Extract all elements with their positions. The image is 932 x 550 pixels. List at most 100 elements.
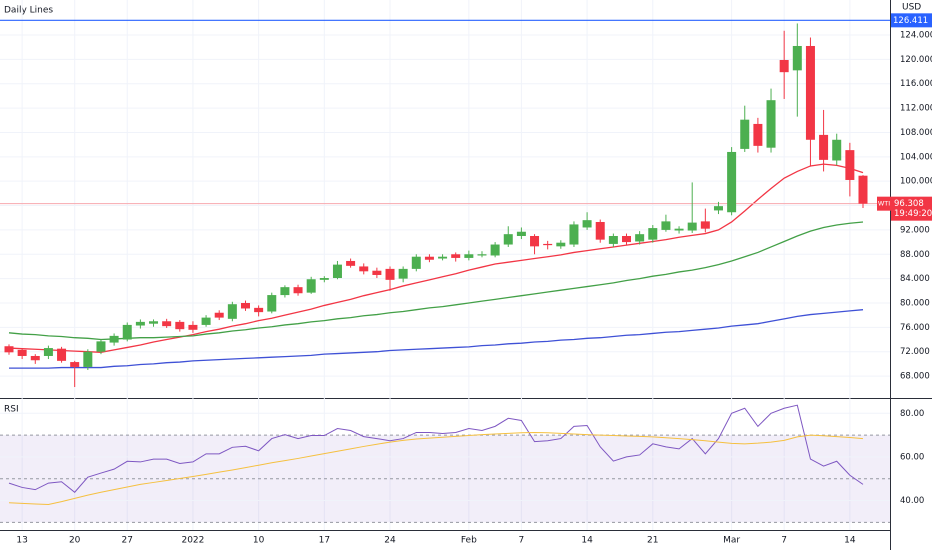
rsi-line xyxy=(8,431,864,505)
candle-body xyxy=(385,268,395,280)
candle-body xyxy=(622,235,632,243)
rsi-title: RSI xyxy=(4,405,19,415)
y-tick-label: 68.000 xyxy=(900,372,930,382)
candle-body xyxy=(832,139,842,161)
candle-body xyxy=(188,324,198,330)
x-tick-label: 20 xyxy=(69,536,81,546)
candle-body xyxy=(792,45,802,71)
y-tick-label: 112.000 xyxy=(900,104,932,114)
moving-average-line xyxy=(8,163,864,353)
candle-body xyxy=(332,264,342,279)
candle-body xyxy=(109,335,119,343)
symbol-tag-label: WTI xyxy=(878,200,890,208)
candle-body xyxy=(556,242,566,247)
y-tick-label: 108.000 xyxy=(900,128,932,138)
x-tick-label: 7 xyxy=(781,536,787,546)
candle-body xyxy=(17,349,27,356)
candle-body xyxy=(240,302,250,309)
candle-body xyxy=(214,312,224,318)
y-tick-label: 104.000 xyxy=(900,152,932,162)
candle-body xyxy=(201,317,211,325)
candle-body xyxy=(687,222,697,231)
candle-body xyxy=(516,231,526,236)
x-tick-label: 14 xyxy=(581,536,593,546)
candle-body xyxy=(319,278,329,280)
x-tick-label: 27 xyxy=(122,536,133,546)
candle-body xyxy=(57,348,67,361)
x-tick-label: 17 xyxy=(319,536,330,546)
candle-body xyxy=(293,287,303,294)
candle-body xyxy=(306,279,316,293)
x-tick-label: 2022 xyxy=(181,536,204,546)
candle-body xyxy=(372,270,382,275)
y-tick-label: 124.000 xyxy=(900,31,932,41)
candle-body xyxy=(727,151,737,213)
candle-body xyxy=(280,287,290,296)
candle-body xyxy=(530,235,540,247)
candle-body xyxy=(661,221,671,230)
candle-body xyxy=(451,254,461,258)
candle-body xyxy=(30,355,40,361)
x-tick-label: 24 xyxy=(384,536,396,546)
candle-body xyxy=(346,260,356,266)
candle-body xyxy=(543,243,553,246)
symbol-tag xyxy=(877,196,891,211)
candle-body xyxy=(464,254,474,258)
y-tick-label: 40.00 xyxy=(900,496,924,506)
candle-body xyxy=(766,100,776,148)
price-tag xyxy=(891,196,932,221)
hline-tag-label: 126.411 xyxy=(893,16,928,26)
y-tick-label: 100.000 xyxy=(900,177,932,187)
candle-body xyxy=(70,362,80,367)
candle-body xyxy=(135,321,145,326)
candle-body xyxy=(149,321,159,324)
candle-body xyxy=(595,221,605,240)
candle-body xyxy=(83,351,93,367)
candle-body xyxy=(359,266,369,272)
x-tick-label: 13 xyxy=(16,536,27,546)
x-tick-label: Feb xyxy=(461,536,477,546)
candle-body xyxy=(608,235,618,244)
x-tick-label: Mar xyxy=(723,536,740,546)
candle-body xyxy=(477,254,487,256)
candle-body xyxy=(503,234,513,245)
candle-body xyxy=(845,150,855,180)
candle-body xyxy=(740,119,750,149)
candle-body xyxy=(700,221,710,229)
candle-body xyxy=(227,304,237,319)
y-tick-label: 92.000 xyxy=(900,225,930,235)
candle-body xyxy=(43,348,53,356)
candle-body xyxy=(569,224,579,245)
hline-tag xyxy=(891,13,932,28)
candle-body xyxy=(582,220,592,228)
candle-body xyxy=(162,321,172,327)
x-tick-label: 10 xyxy=(253,536,265,546)
y-tick-label: 60.00 xyxy=(900,452,924,462)
candle-body xyxy=(411,256,421,269)
price-tag-value: 96.308 xyxy=(894,199,924,209)
candle-body xyxy=(254,307,264,313)
candle-body xyxy=(398,268,408,279)
x-tick-label: 14 xyxy=(844,536,856,546)
x-tick-label: 21 xyxy=(647,536,658,546)
price-tag-time: 19:49:20 xyxy=(894,209,932,219)
y-tick-label: 88.000 xyxy=(900,250,930,260)
y-tick-label: 80.00 xyxy=(900,409,924,419)
y-tick-label: 72.000 xyxy=(900,347,930,357)
chart-title: Daily Lines xyxy=(4,6,53,16)
y-tick-label: 120.000 xyxy=(900,55,932,65)
x-tick-label: 7 xyxy=(519,536,525,546)
candle-body xyxy=(805,45,815,140)
candle-body xyxy=(424,256,434,260)
candle-body xyxy=(438,256,448,259)
y-tick-label: 76.000 xyxy=(900,323,930,333)
candle-body xyxy=(674,228,684,231)
candle-body xyxy=(779,59,789,73)
candle-body xyxy=(753,123,763,146)
y-tick-label: 80.000 xyxy=(900,298,930,308)
candle-body xyxy=(819,134,829,160)
candle-body xyxy=(648,228,658,240)
candle-body xyxy=(713,206,723,211)
